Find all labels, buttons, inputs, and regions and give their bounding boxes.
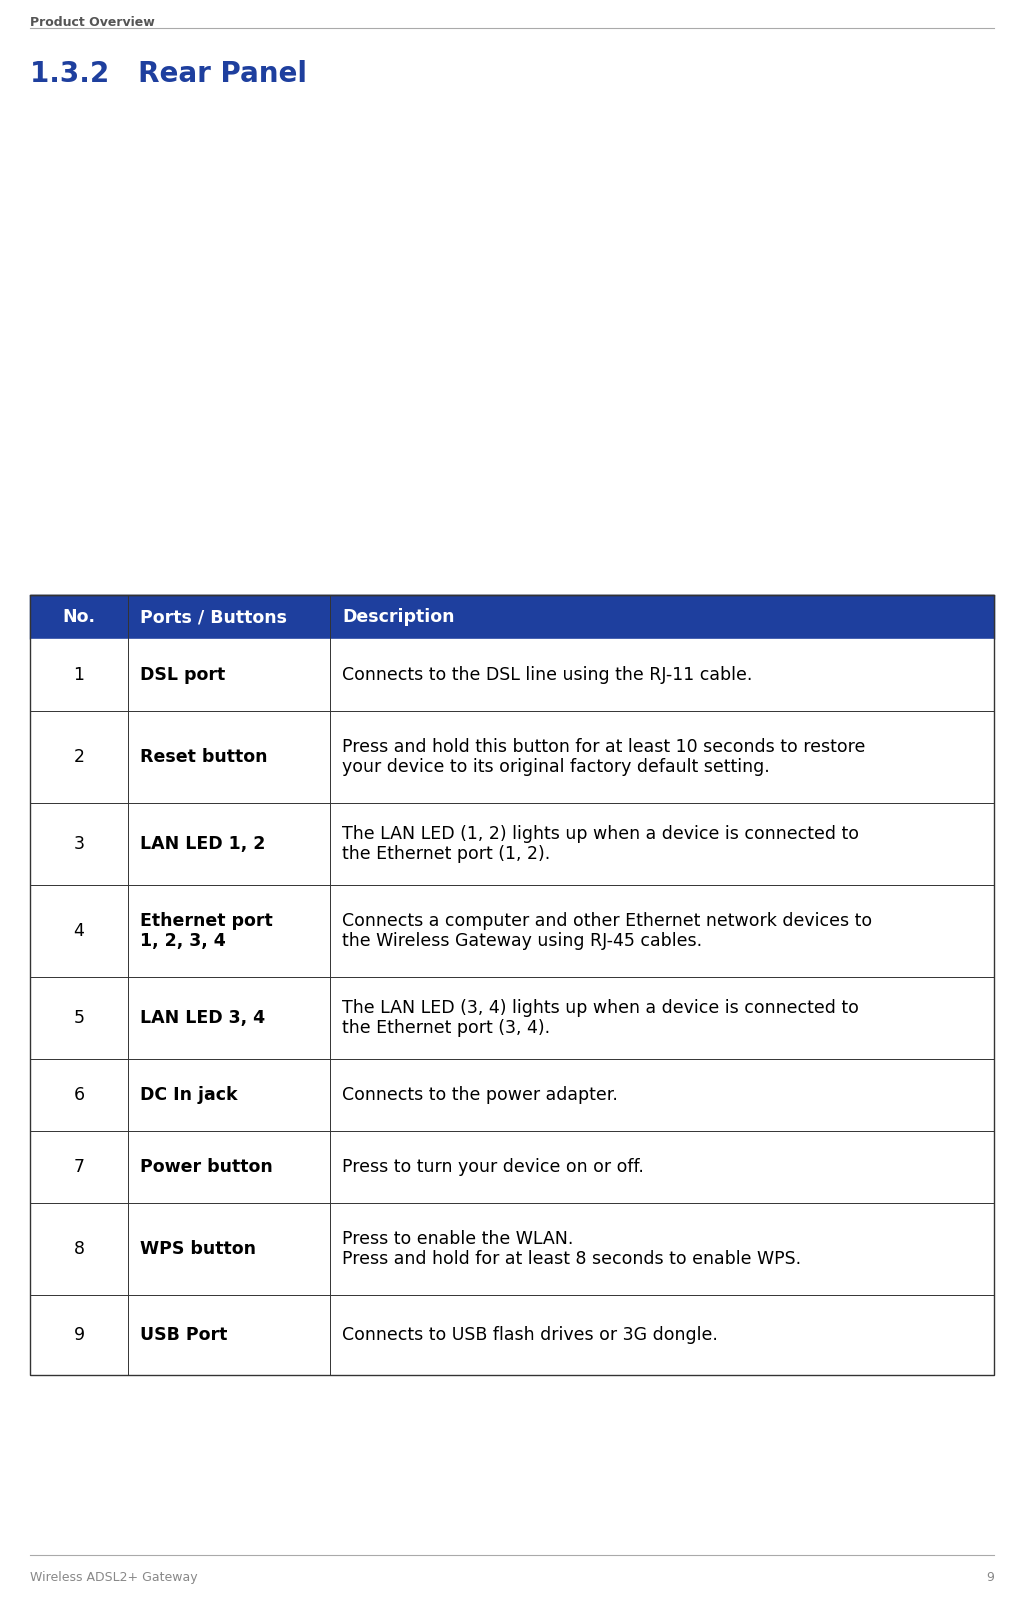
Text: Description: Description bbox=[342, 608, 455, 626]
Text: Connects a computer and other Ethernet network devices to: Connects a computer and other Ethernet n… bbox=[342, 912, 872, 929]
Text: Wireless ADSL2+ Gateway: Wireless ADSL2+ Gateway bbox=[30, 1571, 198, 1584]
Text: 9: 9 bbox=[74, 1326, 85, 1345]
Text: Reset button: Reset button bbox=[140, 747, 267, 767]
Text: LAN LED 1, 2: LAN LED 1, 2 bbox=[140, 835, 265, 853]
Text: Ports / Buttons: Ports / Buttons bbox=[140, 608, 287, 626]
Text: 2: 2 bbox=[74, 747, 85, 767]
Text: Press and hold for at least 8 seconds to enable WPS.: Press and hold for at least 8 seconds to… bbox=[342, 1250, 801, 1268]
Text: 1.3.2   Rear Panel: 1.3.2 Rear Panel bbox=[30, 61, 307, 88]
Text: your device to its original factory default setting.: your device to its original factory defa… bbox=[342, 759, 770, 776]
Text: Press to enable the WLAN.: Press to enable the WLAN. bbox=[342, 1230, 573, 1247]
Text: USB Port: USB Port bbox=[140, 1326, 227, 1345]
Text: Connects to the power adapter.: Connects to the power adapter. bbox=[342, 1086, 617, 1104]
Bar bbox=[30, 711, 994, 803]
Text: No.: No. bbox=[62, 608, 95, 626]
Text: Ethernet port: Ethernet port bbox=[140, 912, 272, 929]
Text: the Wireless Gateway using RJ-45 cables.: the Wireless Gateway using RJ-45 cables. bbox=[342, 933, 702, 950]
Bar bbox=[30, 885, 994, 977]
Text: 5: 5 bbox=[74, 1009, 85, 1027]
Text: 8: 8 bbox=[74, 1239, 85, 1258]
Text: Press and hold this button for at least 10 seconds to restore: Press and hold this button for at least … bbox=[342, 738, 865, 755]
Text: Power button: Power button bbox=[140, 1158, 272, 1175]
Bar bbox=[30, 803, 994, 885]
Bar bbox=[30, 977, 994, 1059]
Text: DSL port: DSL port bbox=[140, 666, 225, 684]
Text: 6: 6 bbox=[74, 1086, 85, 1104]
Text: 7: 7 bbox=[74, 1158, 85, 1175]
Text: the Ethernet port (3, 4).: the Ethernet port (3, 4). bbox=[342, 1019, 550, 1036]
Bar bbox=[30, 1295, 994, 1375]
Text: 9: 9 bbox=[986, 1571, 994, 1584]
Text: 4: 4 bbox=[74, 921, 84, 941]
Text: 3: 3 bbox=[74, 835, 85, 853]
Text: LAN LED 3, 4: LAN LED 3, 4 bbox=[140, 1009, 265, 1027]
Bar bbox=[30, 1203, 994, 1295]
Bar bbox=[30, 1059, 994, 1131]
Text: 1: 1 bbox=[74, 666, 85, 684]
Text: the Ethernet port (1, 2).: the Ethernet port (1, 2). bbox=[342, 845, 550, 862]
Text: DC In jack: DC In jack bbox=[140, 1086, 238, 1104]
Text: WPS button: WPS button bbox=[140, 1239, 256, 1258]
Text: Connects to USB flash drives or 3G dongle.: Connects to USB flash drives or 3G dongl… bbox=[342, 1326, 718, 1345]
Bar bbox=[30, 1131, 994, 1203]
Text: Connects to the DSL line using the RJ-11 cable.: Connects to the DSL line using the RJ-11… bbox=[342, 666, 753, 684]
Bar bbox=[30, 596, 994, 1375]
Bar bbox=[30, 596, 994, 639]
Text: Press to turn your device on or off.: Press to turn your device on or off. bbox=[342, 1158, 644, 1175]
Text: The LAN LED (3, 4) lights up when a device is connected to: The LAN LED (3, 4) lights up when a devi… bbox=[342, 1000, 859, 1017]
Text: Product Overview: Product Overview bbox=[30, 16, 155, 29]
Text: 1, 2, 3, 4: 1, 2, 3, 4 bbox=[140, 933, 225, 950]
Bar bbox=[30, 639, 994, 711]
Text: The LAN LED (1, 2) lights up when a device is connected to: The LAN LED (1, 2) lights up when a devi… bbox=[342, 826, 859, 843]
